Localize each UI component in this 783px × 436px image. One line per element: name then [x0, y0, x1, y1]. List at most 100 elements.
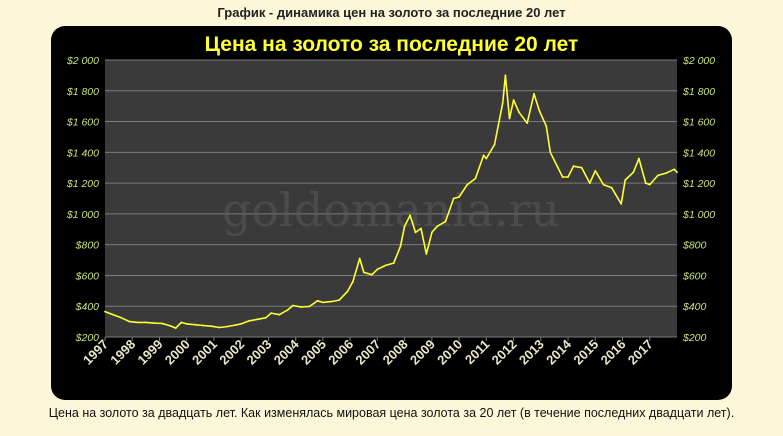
data-point	[414, 231, 417, 234]
x-tick-label: 2005	[298, 337, 329, 368]
data-point	[504, 74, 507, 77]
data-point	[567, 176, 569, 178]
data-point	[556, 165, 559, 168]
data-point	[431, 231, 433, 234]
data-point	[436, 225, 439, 228]
x-tick-label: 2000	[162, 337, 193, 368]
data-point	[248, 319, 251, 322]
data-point	[153, 322, 155, 324]
data-point	[624, 179, 627, 181]
data-point	[458, 196, 460, 198]
data-point	[161, 322, 164, 325]
chart-panel: goldomania.ru Цена на золото за последни…	[51, 26, 732, 400]
x-tick-label: 2008	[380, 337, 411, 368]
data-point	[533, 93, 535, 95]
series-layer	[104, 74, 678, 329]
data-point	[300, 306, 302, 308]
data-point	[316, 299, 319, 302]
data-point	[538, 109, 541, 112]
data-point	[444, 220, 447, 223]
data-point	[644, 182, 647, 185]
data-point	[474, 177, 477, 180]
data-point	[409, 214, 411, 217]
data-point	[676, 171, 678, 174]
y-tick-label-right: $400	[682, 301, 707, 313]
x-axis: 1997199819992000200120022003200420052006…	[80, 336, 656, 368]
x-tick-label: 1998	[107, 337, 138, 368]
data-point	[240, 323, 243, 325]
plot-area	[105, 60, 677, 337]
data-point	[594, 169, 597, 172]
data-point	[526, 122, 529, 124]
data-point	[376, 268, 379, 271]
x-tick-label: 1999	[135, 337, 166, 368]
x-tick-label: 2007	[352, 337, 383, 368]
data-point	[518, 111, 520, 114]
gridlines	[105, 59, 677, 338]
x-tick-label: 2016	[598, 337, 629, 368]
x-tick-label: 2014	[543, 336, 575, 368]
y-axis-left: $200 $400 $600 $800 $1 000 $1 200 $1 400 $1 600…	[66, 55, 99, 344]
data-point	[648, 183, 651, 186]
y-tick-label-left: $400	[75, 301, 100, 313]
x-tick-label: 2012	[489, 337, 520, 368]
x-tick-label: 2006	[325, 337, 356, 368]
data-point	[549, 151, 552, 154]
x-tick-label: 2009	[407, 337, 438, 368]
data-point	[358, 257, 361, 260]
data-point	[501, 102, 504, 104]
data-point	[512, 99, 515, 101]
x-tick-label: 2010	[434, 337, 465, 368]
data-point	[169, 325, 172, 327]
data-point	[270, 312, 273, 314]
y-tick-label-left: $1 200	[66, 178, 99, 190]
data-point	[673, 168, 676, 171]
data-point	[572, 165, 575, 168]
data-point	[561, 176, 564, 178]
data-point	[322, 301, 324, 304]
data-point	[580, 166, 583, 169]
data-point	[588, 182, 591, 185]
y-tick-label-right: $800	[682, 240, 707, 252]
y-tick-label-right: $1 000	[682, 209, 715, 221]
data-point	[425, 253, 428, 255]
data-point	[657, 174, 659, 177]
data-point	[638, 157, 640, 160]
data-point	[371, 273, 373, 276]
data-point	[602, 183, 605, 186]
y-tick-label-right: $1 800	[682, 86, 715, 98]
watermark: goldomania.ru	[222, 183, 560, 237]
data-point	[632, 171, 635, 174]
x-tick-label: 2017	[625, 337, 656, 368]
y-tick-label-left: $200	[75, 332, 100, 344]
data-point	[136, 321, 139, 324]
x-tick-label: 2002	[216, 337, 247, 368]
data-point	[620, 203, 623, 205]
data-point	[399, 245, 402, 248]
chart-title: Цена на золото за последние 20 лет	[205, 33, 579, 56]
data-point	[120, 316, 123, 319]
x-tick-label: 2015	[570, 337, 601, 368]
data-point	[174, 327, 177, 329]
data-point	[292, 304, 294, 307]
x-tick-label: 2011	[462, 337, 493, 368]
data-point	[362, 271, 365, 274]
x-tick-label: 2004	[271, 336, 303, 368]
data-point	[392, 262, 395, 264]
data-point	[384, 264, 387, 267]
y-tick-label-left: $1 400	[66, 147, 99, 159]
data-point	[545, 125, 548, 128]
data-point	[218, 326, 221, 329]
data-point	[226, 325, 229, 328]
y-tick-label-left: $800	[75, 240, 100, 252]
y-tick-label-left: $2 000	[66, 55, 99, 67]
y-tick-label-right: $1 600	[682, 117, 715, 129]
data-point	[352, 280, 354, 283]
x-tick-label: 2013	[516, 337, 547, 368]
data-point	[202, 324, 205, 327]
data-point	[610, 186, 613, 189]
y-tick-label-left: $1 600	[66, 117, 99, 129]
data-point	[330, 300, 332, 303]
data-point	[420, 227, 422, 230]
data-point	[466, 183, 469, 186]
